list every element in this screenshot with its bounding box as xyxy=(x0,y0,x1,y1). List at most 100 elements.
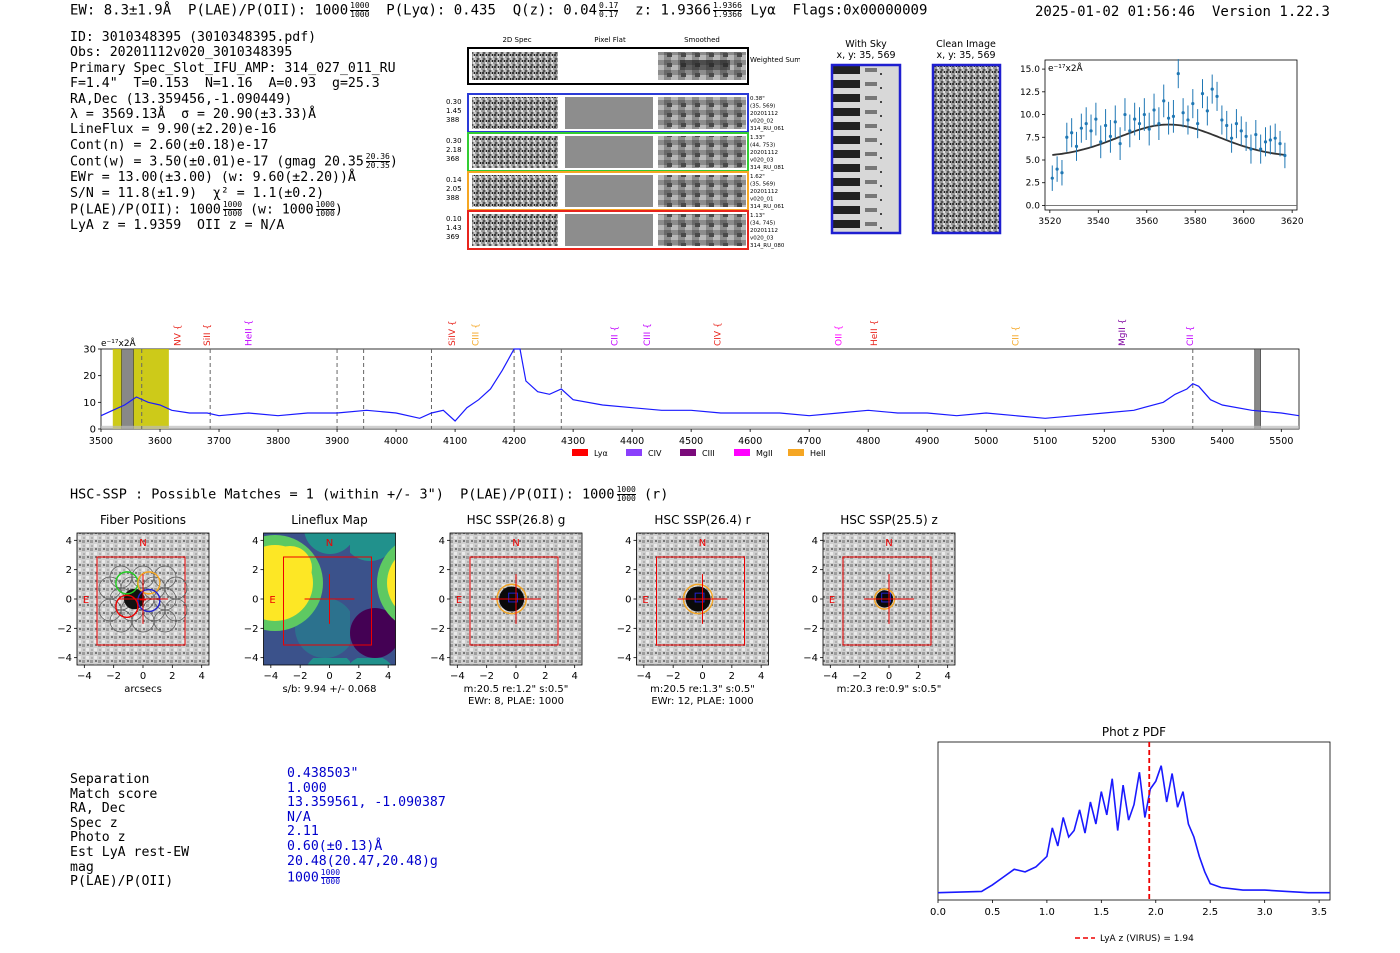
hsc-panel-caption: arcsecs xyxy=(124,684,162,695)
fit-data-point xyxy=(1118,142,1122,146)
fit-ytick-label: 10.0 xyxy=(1020,111,1040,121)
fit-data-point xyxy=(1142,112,1146,117)
cutout-stat: 2.05 xyxy=(446,185,462,193)
hsc-ytick-label: −4 xyxy=(57,653,72,664)
photz-xtick-label: 3.0 xyxy=(1257,907,1273,918)
photz-title: Phot z PDF xyxy=(1102,725,1166,739)
hsc-panel-caption2: EWr: 8, PLAE: 1000 xyxy=(468,696,564,707)
cutout-pixelflat xyxy=(565,136,653,168)
fiber-red xyxy=(115,594,139,619)
photz-xtick-label: 0.5 xyxy=(984,907,1000,918)
spectra-cutouts: 2D Spec Pixel Flat Smoothed Weighted Sum… xyxy=(446,36,800,250)
fit-data-point xyxy=(1181,111,1185,115)
spectrum-ytick-label: 30 xyxy=(83,345,96,356)
hsc-ytick-label: 4 xyxy=(625,536,631,547)
fit-data-point xyxy=(1060,171,1064,175)
hsc-ytick-label: −4 xyxy=(244,653,259,664)
detection-marker xyxy=(881,592,891,603)
hsc-ytick-label: 2 xyxy=(252,565,258,576)
photz-pdf-chart: Phot z PDF 0.0 0.5 1.0 1.5 2.0 2.5 3.0 3.5 LyA z … xyxy=(930,725,1331,944)
emission-line-label: CII { xyxy=(1012,326,1022,346)
spectrum-legend-label: HeII xyxy=(810,449,826,458)
fit-data-point xyxy=(1268,138,1272,142)
emission-line-label: NV { xyxy=(174,325,184,346)
clean-image xyxy=(931,63,1002,235)
fit-data-point xyxy=(1259,147,1263,151)
clean-image-title: Clean Image xyxy=(936,39,996,50)
hsc-xtick-label: −4 xyxy=(263,671,278,682)
cutout-meta: (34, 745) xyxy=(750,221,775,227)
hsc-ytick-label: 0 xyxy=(812,595,818,606)
photz-legend-label: LyA z (VIRUS) = 1.94 xyxy=(1100,934,1194,944)
emission-line-label: CIII { xyxy=(643,323,653,346)
photz-xtick-label: 0.0 xyxy=(930,907,946,918)
hsc-xtick-label: −4 xyxy=(77,671,92,682)
fit-data-point xyxy=(1196,122,1200,126)
hsc-ytick-label: −2 xyxy=(57,624,72,635)
hsc-ytick-label: 2 xyxy=(625,565,631,576)
emission-line-label: OII { xyxy=(835,325,845,346)
fit-data-point xyxy=(1162,99,1166,103)
fit-xtick-label: 3580 xyxy=(1184,217,1207,227)
hsc-xtick-label: 0 xyxy=(326,671,332,682)
spectrum-legend-label: Lyα xyxy=(594,449,608,458)
cutout-meta: 314_RU_081 xyxy=(750,165,784,171)
fit-data-point xyxy=(1263,140,1268,144)
north-label: N xyxy=(885,538,892,549)
spectrum-xtick-label: 5300 xyxy=(1151,436,1175,447)
line-fit-chart: e⁻¹⁷x2Å 0.0 2.5 5.0 7.5 10.0 12.5 15.0 3520 3540 3… xyxy=(1020,59,1304,227)
cutout-stat: 369 xyxy=(446,233,459,241)
fit-data-point xyxy=(1123,112,1127,117)
hsc-xtick-label: −2 xyxy=(666,671,681,682)
fit-data-point xyxy=(1205,109,1209,113)
fit-ytick-label: 0.0 xyxy=(1026,201,1041,211)
cutout-meta: 0.38" xyxy=(750,96,765,102)
hsc-ytick-label: 4 xyxy=(66,536,72,547)
hsc-ytick-label: −4 xyxy=(617,653,632,664)
cutout-smoothed xyxy=(658,214,746,246)
hsc-ytick-label: 4 xyxy=(252,536,258,547)
photz-xtick-label: 1.5 xyxy=(1093,907,1109,918)
spectrum-xtick-label: 4200 xyxy=(502,436,526,447)
hsc-xtick-label: −2 xyxy=(106,671,121,682)
fit-data-point xyxy=(1229,136,1234,140)
hsc-panel-caption: m:20.3 re:0.9" s:0.5" xyxy=(837,684,942,695)
east-label: E xyxy=(83,595,89,606)
spectrum-xtick-label: 5200 xyxy=(1092,436,1116,447)
fit-xtick-label: 3600 xyxy=(1232,217,1255,227)
cutout-meta: 1.33" xyxy=(750,135,765,141)
col-title-2dspec: 2D Spec xyxy=(502,36,531,44)
spectrum-ytick-label: 10 xyxy=(83,398,96,409)
hsc-ytick-label: −2 xyxy=(617,624,632,635)
cutout-stat: 0.14 xyxy=(446,176,462,184)
fit-xtick-label: 3540 xyxy=(1087,217,1110,227)
hsc-panel-caption2: EWr: 12, PLAE: 1000 xyxy=(651,696,753,707)
spectrum-unit-label: e⁻¹⁷x2Å xyxy=(101,337,137,349)
hsc-panel-caption: s/b: 9.94 +/- 0.068 xyxy=(282,684,376,695)
hsc-xtick-label: 4 xyxy=(198,671,204,682)
spectrum-axes-frame xyxy=(100,348,1300,430)
east-label: E xyxy=(829,595,835,606)
sky-images: With Sky x, y: 35, 569 Clean Image x, y:… xyxy=(830,39,1002,235)
hsc-xtick-label: −2 xyxy=(293,671,308,682)
fit-data-point xyxy=(1273,136,1277,140)
fiber-circle xyxy=(153,609,177,633)
photz-axes-frame xyxy=(937,741,1331,901)
fit-unit-label: e⁻¹⁷x2Å xyxy=(1048,62,1084,74)
hsc-title: HSC-SSP : Possible Matches = 1 (within +… xyxy=(70,485,669,503)
cutout-stat: 1.45 xyxy=(446,107,462,115)
aperture-box xyxy=(469,556,559,646)
fit-data-point xyxy=(1166,116,1171,120)
hsc-xtick-label: 2 xyxy=(729,671,735,682)
spectrum-xtick-label: 4300 xyxy=(561,436,585,447)
cutout-smoothed xyxy=(658,136,746,168)
hsc-ytick-label: 4 xyxy=(812,536,818,547)
hsc-ytick-label: 0 xyxy=(439,595,445,606)
photz-pdf-line xyxy=(937,765,1330,894)
hsc-panel-title: HSC SSP(25.5) z xyxy=(840,513,938,527)
fiber-circle xyxy=(109,609,133,633)
hsc-ytick-label: 0 xyxy=(252,595,258,606)
with-sky-xy: x, y: 35, 569 xyxy=(836,50,895,61)
